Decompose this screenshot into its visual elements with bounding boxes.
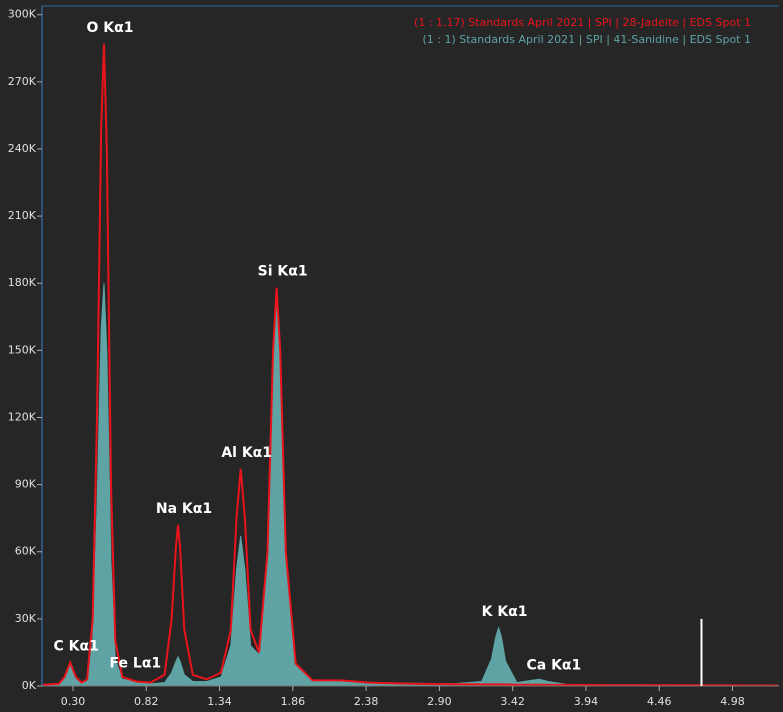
x-tick-label: 3.42	[500, 695, 525, 708]
y-tick-label: 240K	[8, 142, 37, 155]
x-tick-label: 4.46	[647, 695, 672, 708]
y-tick-label: 300K	[8, 8, 37, 21]
series-area	[41, 283, 779, 687]
legend-entry: (1 : 1.17) Standards April 2021 | SPI | …	[414, 16, 751, 29]
legend-entry: (1 : 1) Standards April 2021 | SPI | 41-…	[422, 33, 751, 46]
peak-label: Fe Lα1	[110, 655, 162, 671]
x-tick-label: 0.82	[134, 695, 159, 708]
y-tick-label: 60K	[15, 545, 37, 558]
y-tick-label: 270K	[8, 75, 37, 88]
peak-label: Si Kα1	[258, 264, 308, 280]
x-tick-label: 0.30	[61, 695, 86, 708]
peak-label: Na Kα1	[156, 501, 212, 517]
y-tick-label: 0K	[22, 679, 37, 692]
y-tick-label: 210K	[8, 209, 37, 222]
x-tick-label: 4.98	[720, 695, 745, 708]
peak-label: C Kα1	[54, 639, 99, 655]
y-tick-label: 90K	[15, 478, 37, 491]
x-tick-label: 2.38	[354, 695, 379, 708]
x-tick-label: 2.90	[427, 695, 452, 708]
peak-label: O Kα1	[87, 20, 134, 36]
x-tick-label: 1.34	[207, 695, 232, 708]
series-line	[41, 43, 778, 687]
plot-area	[41, 43, 779, 687]
y-tick-label: 180K	[8, 276, 37, 289]
x-tick-label: 1.86	[281, 695, 306, 708]
y-tick-label: 30K	[15, 612, 37, 625]
peak-label: K Kα1	[482, 604, 528, 620]
y-tick-label: 150K	[8, 343, 37, 356]
peak-label: Al Kα1	[221, 445, 272, 461]
x-tick-label: 3.94	[574, 695, 599, 708]
peak-label: Ca Kα1	[526, 658, 581, 674]
y-tick-label: 120K	[8, 410, 37, 423]
